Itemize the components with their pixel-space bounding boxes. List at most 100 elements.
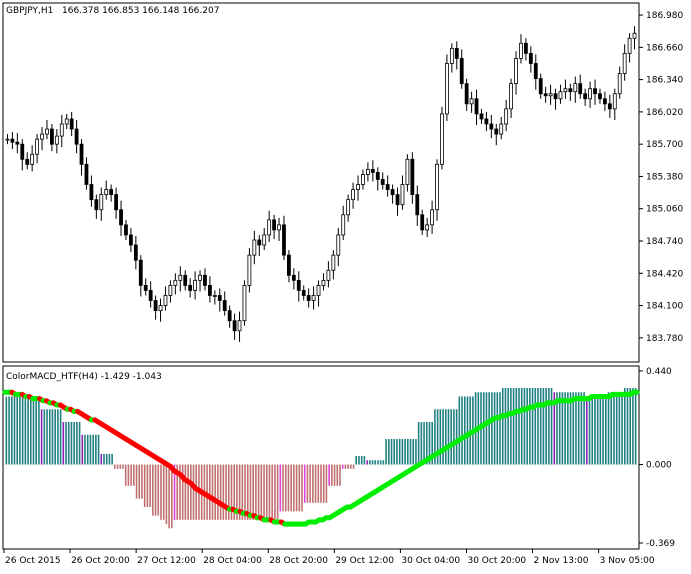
candle-body [430, 209, 434, 226]
candle-body [64, 118, 69, 125]
price-tick-label: 184.420 [646, 269, 683, 279]
candle-body [459, 58, 464, 85]
candle-body [129, 234, 133, 246]
price-y-axis: 186.980 186.660 186.340 186.020 185.700 185.3… [639, 11, 683, 344]
candle-body [35, 138, 39, 155]
candle-body [351, 189, 355, 201]
candle-body [217, 295, 222, 301]
candle-body [336, 234, 341, 256]
candle-body [380, 179, 385, 185]
candle-body [400, 184, 405, 206]
candle-body [370, 168, 375, 173]
candle-body [563, 88, 568, 93]
candle-body [588, 88, 592, 100]
candle-body [168, 284, 173, 296]
candle-body [499, 123, 504, 135]
x-tick-label: 2 Nov 13:00 [534, 556, 589, 566]
candle-body [104, 189, 109, 196]
price-chart-title: GBPJPY,H1 [6, 6, 53, 16]
candle-body [242, 284, 247, 322]
candle-body [188, 284, 193, 291]
candle-body [212, 295, 217, 297]
macd-histogram [5, 388, 637, 529]
candle-body [558, 91, 563, 100]
candle-body [296, 279, 301, 291]
price-tick-label: 183.780 [646, 334, 683, 344]
candle-body [603, 98, 607, 105]
candle-body [331, 254, 336, 271]
x-tick-label: 28 Oct 20:00 [269, 556, 328, 566]
candle-body [282, 224, 286, 256]
candle-body [59, 123, 64, 137]
candle-body [203, 274, 207, 286]
indicator-tick-label: 0.440 [646, 367, 672, 377]
candle-body [583, 93, 588, 100]
price-tick-label: 185.060 [646, 205, 683, 215]
candle-body [514, 58, 518, 85]
price-tick-label: 186.660 [646, 43, 683, 53]
x-tick-label: 30 Oct 04:00 [401, 556, 460, 566]
candle-body [385, 184, 390, 190]
candle-body [277, 224, 281, 231]
candle-body [237, 320, 242, 332]
candle-body [54, 135, 59, 145]
price-tick-label: 186.020 [646, 108, 683, 118]
candle-body [366, 168, 370, 175]
candle-body [464, 83, 469, 105]
candle-body [356, 184, 360, 190]
candle-body [287, 254, 291, 276]
candle-body [632, 32, 637, 39]
candle-body [163, 295, 168, 306]
candle-body [504, 108, 509, 125]
candle-body [267, 219, 272, 236]
candle-body [124, 224, 128, 236]
candle-body [598, 93, 602, 100]
candle-body [257, 239, 262, 246]
indicator-tick-label: 0.000 [646, 461, 672, 471]
candle-body [74, 128, 79, 145]
candle-body [148, 290, 153, 301]
candle-body [454, 47, 459, 59]
price-tick-label: 185.380 [646, 172, 683, 182]
candle-body [79, 143, 84, 165]
candle-body [469, 98, 474, 105]
candle-body [10, 138, 15, 143]
candle-body [449, 47, 454, 64]
candle-body [301, 290, 306, 296]
price-tick-label: 184.100 [646, 302, 683, 312]
candle-body [316, 284, 321, 296]
candle-body [15, 141, 20, 145]
macd-signal-line [2, 389, 640, 527]
indicator-y-axis: 0.440 0.000 -0.369 [639, 367, 675, 549]
price-panel [2, 2, 640, 363]
candle-body [326, 269, 331, 281]
candle-body [30, 153, 35, 165]
x-tick-label: 26 Oct 20:00 [71, 556, 130, 566]
candle-body [489, 123, 494, 130]
x-tick-label: 29 Oct 12:00 [335, 556, 394, 566]
x-tick-label: 27 Oct 12:00 [137, 556, 196, 566]
x-tick-label: 30 Oct 20:00 [467, 556, 526, 566]
candle-body [262, 234, 267, 246]
candle-body [183, 274, 188, 286]
candle-body [420, 214, 425, 231]
x-tick-label: 3 Nov 05:00 [600, 556, 655, 566]
candle-body [291, 274, 296, 281]
candle-body [208, 284, 212, 296]
candle-body [528, 52, 533, 64]
candle-body [198, 274, 202, 281]
candle-body [69, 118, 74, 130]
candle-body [617, 73, 622, 95]
candle-body [222, 300, 227, 312]
price-tick-label: 184.740 [646, 237, 683, 247]
candle-body [99, 194, 104, 211]
candle-body [25, 158, 30, 165]
candle-body [533, 63, 538, 80]
candle-body [435, 163, 439, 211]
candle-body [272, 219, 276, 231]
candle-body [5, 138, 10, 141]
price-tick-label: 186.980 [646, 11, 683, 21]
candle-body [45, 128, 49, 135]
candle-body [440, 113, 444, 165]
